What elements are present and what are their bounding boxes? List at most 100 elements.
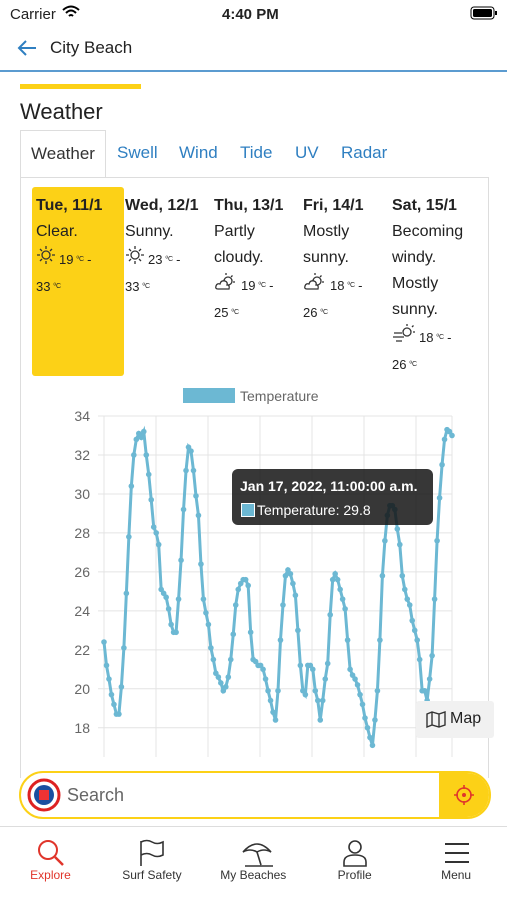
point [138,434,145,441]
tab-label[interactable]: Surf Safety [122,868,182,882]
y-tick-label: 22 [74,642,90,658]
nav-title: City Beach [50,38,133,57]
content-panel [20,177,489,778]
point [265,687,271,694]
map-button[interactable]: Map [416,701,494,738]
nav-bar: City Beach [0,28,507,72]
point [183,467,189,474]
point [198,561,204,567]
unit: ºC [165,255,174,263]
description: Becoming windy. Mostly sunny. [392,223,464,318]
description: Mostly sunny. [303,223,350,266]
point [441,436,448,443]
tab-label[interactable]: My Beaches [220,868,287,882]
tab[interactable]: Weather [20,130,106,177]
weather-icon [36,245,56,274]
point [131,452,137,458]
y-tick-label: 30 [74,486,90,502]
point [287,571,294,577]
point [277,637,284,643]
tooltip-swatch [241,503,255,517]
point [210,656,217,663]
locate-button[interactable] [439,773,489,817]
point [399,572,406,579]
unit: ºC [347,281,356,289]
point [411,627,418,634]
max-temp: 33 [125,279,140,294]
point [218,680,224,686]
tab-divider [0,826,507,827]
logo [27,778,61,812]
point [270,709,276,715]
point [409,617,416,624]
temp-range: 33 ºC [125,274,209,300]
tab-icon [239,838,275,873]
day-label: Tue, 11/1 [36,197,103,214]
description: Partly cloudy. [214,223,264,266]
legend-label: Temperature [240,388,319,404]
tab-label[interactable]: Profile [337,868,372,882]
tab-label[interactable]: Explore [30,868,71,882]
point [121,645,127,651]
point [223,684,229,690]
y-tick-label: 26 [74,564,90,580]
tab[interactable]: UV [295,143,319,162]
point [232,602,239,608]
forecast-card: Wed, 12/1 Sunny. 23 ºC -33 ºC [121,187,213,306]
temp-range: 18 ºC - [303,271,387,300]
unit: ºC [409,361,418,368]
unit: ºC [436,333,445,341]
point [436,495,443,501]
point [150,524,157,530]
point [195,512,202,519]
back-button[interactable] [16,38,38,58]
point [310,666,316,673]
tooltip-label: Temperature: 29.8 [257,502,371,518]
point [357,691,363,698]
point [327,611,334,618]
max-temp: 26 [392,357,407,372]
y-tick-label: 28 [74,525,90,541]
point [372,717,378,723]
map-icon [426,711,446,728]
weather-icon [303,271,327,300]
point [379,572,386,579]
tab[interactable]: Swell [117,143,158,162]
point [352,676,358,682]
y-tick-label: 32 [74,447,90,463]
tooltip-title: Jan 17, 2022, 11:00:00 a.m. [240,478,418,494]
day-label: Sat, 15/1 [392,197,457,214]
wifi-icon [62,5,80,17]
point [334,576,341,583]
point [106,676,112,682]
unit: ºC [76,255,85,263]
tab[interactable]: Tide [240,143,273,162]
point [133,436,140,443]
tab-label[interactable]: Menu [441,868,472,882]
forecast-card: Tue, 11/1 Clear. 19 ºC -33 ºC [32,187,124,376]
point [342,606,348,612]
point [108,691,115,698]
point [116,711,122,717]
min-temp: 18 [419,329,434,345]
point [111,701,117,708]
unit: ºC [258,281,267,289]
search-bar[interactable]: Search [19,771,491,819]
tab[interactable]: Wind [179,143,218,162]
search-placeholder: Search [67,785,125,805]
point [431,596,438,602]
point [421,687,428,694]
legend-swatch [183,388,235,403]
tab[interactable]: Radar [341,143,388,162]
point [337,586,343,593]
unit: ºC [231,309,240,316]
point [163,594,169,601]
point [302,691,309,698]
clock: 4:40 PM [222,6,279,23]
point [165,606,172,612]
point [168,621,174,628]
point [173,629,179,636]
min-temp: 19 [241,277,256,293]
point [178,557,184,563]
